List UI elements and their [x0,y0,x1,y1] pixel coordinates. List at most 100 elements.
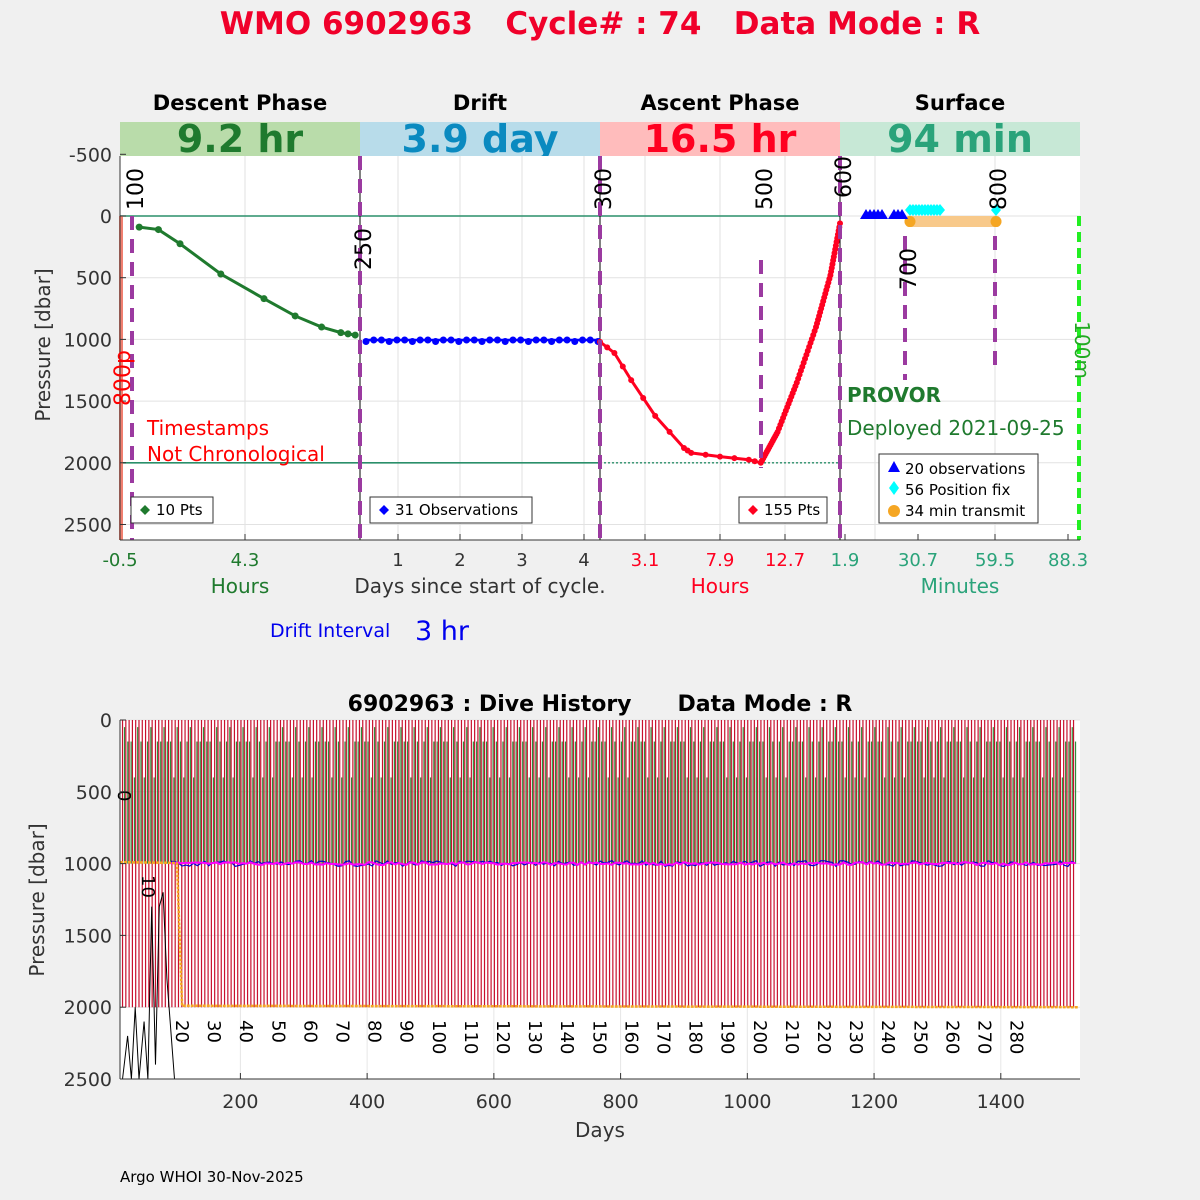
cycle-number-label: 70 [332,1020,353,1043]
position-fix-marker [991,204,1001,216]
cycle-number-label: 240 [877,1020,898,1054]
cycle-number-label: 40 [235,1020,256,1043]
descent-point [217,270,225,278]
ascent-point [717,453,723,460]
side-label-800p: 800p [111,350,136,406]
bottom-x-tick-label: 400 [349,1091,385,1113]
bottom-y-tick-label: 2000 [64,997,112,1019]
drift-point [377,336,385,344]
drift-point [432,338,440,346]
bottom-x-tick-label: 1200 [850,1091,898,1113]
cycle-number-label: 200 [749,1020,770,1054]
cycle-number-label: 210 [781,1020,802,1054]
cycle-number-label: 90 [396,1020,417,1043]
ascent-point [640,395,647,402]
legend-surface-item: 34 min transmit [905,502,1025,520]
top-x-tick-label: 88.3 [1048,550,1088,571]
ascent-point [652,412,659,419]
drift-point [524,338,532,346]
dive-history-lines: 0 10 20 30 40 50 60 70 80 90 100 110 120 130 140 150 160… [113,790,1079,1080]
surface-observation-marker [876,209,888,219]
top-y-axis-label: Pressure [dbar] [31,268,55,421]
deployed-label: Deployed 2021-09-25 [847,416,1065,440]
top-x-tick-label: 1 [392,550,403,571]
top-phase-series [135,204,1002,466]
top-x-tick-label: 30.7 [898,550,938,571]
phase-duration-surface: 94 min [887,117,1033,161]
phase-title-surface: Surface [915,91,1005,115]
drift-point [579,336,587,344]
bottom-y-tick-label: 500 [76,782,112,804]
drift-point [509,336,517,344]
phase-title-descent: Descent Phase [153,91,327,115]
ascent-point [619,363,626,370]
top-y-tick-label: 2500 [64,514,112,536]
cycle-number-label: 80 [364,1020,385,1043]
vertical-marker-label: 800 [987,168,1012,210]
legend-descent-marker [140,505,150,515]
top-x-tick-label: 3.1 [631,550,660,571]
vertical-marker-label: 250 [352,228,377,270]
drift-point [478,338,486,346]
drift-point [563,336,571,344]
ascent-point [745,456,752,463]
bottom-x-axis-label: Days [575,1118,625,1142]
legend-drift-marker [379,505,389,515]
drift-point [555,336,563,344]
descent-point [318,323,326,331]
bottom-x-tick-label: 1400 [977,1091,1025,1113]
ascent-point [611,349,618,356]
cycle-number-label: 0 [113,790,134,801]
drift-point [362,338,370,346]
top-x-axis-label: Days since start of cycle. [354,574,605,598]
drift-point [370,336,378,344]
bottom-y-tick-label: 0 [100,710,112,732]
drift-point [385,338,393,346]
park-pressure-magenta [170,861,1076,867]
legend-ascent-text: 155 Pts [764,501,820,519]
warning-line-1: Timestamps [146,416,269,440]
top-x-tick-label: 12.7 [765,550,805,571]
legend-surface-item: 20 observations [905,460,1026,478]
cycle-number-label: 110 [460,1020,481,1054]
bottom-x-tick-label: 600 [476,1091,512,1113]
vertical-marker-label: 100 [124,168,149,210]
legend-surface-fix-marker [889,481,899,495]
phase-title-drift: Drift [453,91,507,115]
drift-point [416,336,424,344]
phase-unit-label-descent: Hours [211,574,270,598]
top-x-tick-label: 1.9 [831,550,860,571]
ascent-point [688,449,695,456]
drift-point [486,336,494,344]
descent-point [176,240,184,248]
figure-title: WMO 6902963 Cycle# : 74 Data Mode : R [220,6,981,42]
warning-line-2: Not Chronological [147,442,325,466]
legend-surface-box [878,453,1039,524]
drift-point [401,336,409,344]
ascent-point [751,458,758,465]
drift-interval-label: Drift Interval [270,620,390,642]
cycle-number-label: 50 [267,1020,288,1043]
vertical-marker-label: 700 [897,248,922,290]
phase-title-ascent: Ascent Phase [641,91,800,115]
cycle-number-label: 100 [428,1020,449,1054]
top-y-tick-label: 1500 [64,391,112,413]
band-ascent [600,122,840,156]
profile-pressure-line [119,860,1079,1009]
drift-point [470,336,478,344]
phase-duration-ascent: 16.5 hr [644,117,797,161]
dive-history-chart: 6902963 : Dive History Data Mode : R 0 10… [25,692,1080,1142]
top-x-tick-label: 4 [578,550,589,571]
top-y-tick-label: 500 [76,268,112,290]
surface-observation-marker [896,209,908,219]
drift-point [447,336,455,344]
cycle-number-label: 180 [685,1020,706,1054]
legend-drift: 31 Observations [369,496,533,524]
drift-point [408,338,416,346]
legend-surface-transmit-marker [888,505,900,517]
ascent-point [702,451,709,458]
descent-point [344,330,352,338]
